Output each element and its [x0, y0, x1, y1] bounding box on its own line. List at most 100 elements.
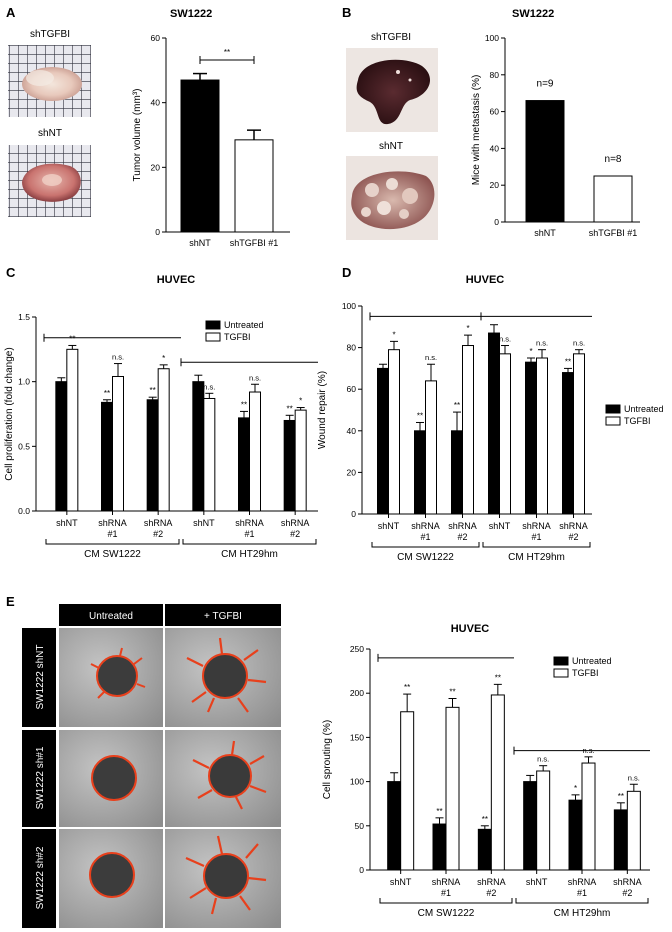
significance-label: **: [495, 673, 501, 682]
category-label-sub: #1: [531, 532, 541, 542]
category-label: shNT: [56, 518, 78, 528]
group-label: CM HT29hm: [221, 549, 278, 560]
significance-label: **: [454, 401, 460, 410]
significance-label: **: [436, 807, 442, 816]
category-label: shNT: [526, 877, 548, 887]
n-annotation: n=8: [605, 154, 622, 165]
category-label: shNT: [489, 521, 511, 531]
panel-d-title: HUVEC: [466, 274, 505, 286]
significance-label: **: [618, 792, 624, 801]
group-label: CM SW1222: [418, 908, 475, 919]
panel-c-title: HUVEC: [157, 274, 196, 286]
bar-tgfbi: [294, 409, 307, 512]
category-label: shNT: [390, 877, 412, 887]
significance-label: **: [150, 386, 156, 395]
legend-label: TGFBI: [224, 332, 251, 342]
category-label-sub: #2: [568, 532, 578, 542]
significance-label: *: [529, 347, 532, 356]
panel-a-image-label-2: shNT: [38, 128, 62, 139]
legend-swatch: [205, 332, 221, 342]
y-tick-label: 0: [351, 509, 356, 519]
y-axis-label: Wound repair (%): [317, 371, 328, 449]
col-header-tgfbi: + TGFBI: [204, 611, 242, 622]
chart-a: 0 20 40 60 Tumor volume (mm³) shNT shTGFBI #1 *…: [132, 33, 290, 248]
significance-label: n.s.: [573, 339, 585, 348]
col-header-untreated-bg: [59, 604, 163, 626]
bar-untreated: [525, 361, 537, 515]
bar-tgfbi: [462, 345, 474, 515]
panel-a-label: A: [6, 5, 16, 20]
y-tick-label: 60: [347, 384, 357, 394]
bar-untreated: [477, 828, 492, 871]
category-label-sub: #2: [622, 888, 632, 898]
category-label-sub: #2: [290, 529, 300, 539]
row-header-sh1-bg: [22, 730, 56, 827]
n-annotation: n=9: [537, 79, 554, 90]
panel-a-title: SW1222: [170, 8, 212, 20]
significance-label: **: [482, 815, 488, 824]
legend-swatch: [553, 656, 569, 666]
row-header-shnt-bg: [22, 628, 56, 727]
bar-tgfbi: [66, 348, 79, 512]
panel-d: D HUVEC 0 20 40 60 80 100 Wound repair (%) * shN…: [317, 265, 664, 563]
group-label: CM SW1222: [84, 549, 141, 560]
bar: [525, 100, 565, 223]
y-tick-label: 60: [151, 33, 161, 43]
category-label-sub: #2: [153, 529, 163, 539]
panel-b: B SW1222 shTGFBI shNT 0 20 40 60 80 100 Mice w…: [342, 5, 640, 240]
row-header-shnt: SW1222 shNT: [35, 644, 46, 709]
panel-b-label: B: [342, 5, 351, 20]
panel-a-image-label-1: shTGFBI: [30, 29, 70, 40]
bar-untreated: [523, 781, 538, 871]
legend-label: Untreated: [572, 656, 612, 666]
spheroid-tgfbi-sh1: [192, 740, 267, 810]
category-label: shRNA: [411, 521, 440, 531]
panel-c-label: C: [6, 265, 16, 280]
bar-untreated: [568, 799, 583, 871]
row-header-sh2-bg: [22, 829, 56, 928]
category-label-sub: #1: [244, 529, 254, 539]
panel-e: E Untreated + TGFBI SW1222 shNT SW1222 s…: [6, 594, 650, 928]
bar-untreated: [414, 430, 426, 515]
bar-untreated: [387, 781, 402, 871]
significance-label: *: [162, 354, 165, 363]
y-tick-label: 0.5: [18, 441, 30, 451]
bar-tgfbi: [112, 375, 124, 512]
category-label: shRNA: [98, 518, 127, 528]
significance-label: **: [417, 411, 423, 420]
y-tick-label: 80: [347, 343, 357, 353]
bar: [180, 79, 220, 233]
bar-untreated: [377, 367, 389, 515]
category-label: shRNA: [477, 877, 506, 887]
spheroid-untreated-shnt: [90, 647, 146, 699]
panel-a: A SW1222 shTGFBI shNT 0 20 40 60 Tumor volum…: [6, 5, 290, 248]
significance-label: n.s.: [112, 353, 124, 362]
y-tick-label: 20: [347, 467, 357, 477]
significance-label: **: [287, 404, 293, 413]
category-label: shNT: [189, 238, 211, 248]
category-label: shTGFBI #1: [230, 238, 279, 248]
y-tick-label: 1.0: [18, 377, 30, 387]
bar-untreated: [55, 381, 68, 512]
significance-label: *: [299, 397, 302, 406]
category-label: shNT: [378, 521, 400, 531]
category-label-sub: #1: [420, 532, 430, 542]
group-bracket: [182, 539, 317, 545]
category-label: shNT: [193, 518, 215, 528]
significance-label: n.s.: [203, 382, 215, 391]
panel-b-image-label-1: shTGFBI: [371, 32, 411, 43]
category-label-sub: #1: [441, 888, 451, 898]
bar-untreated: [283, 419, 296, 512]
category-label: shRNA: [144, 518, 173, 528]
tumor-photo-shnt: [8, 145, 91, 217]
bar-tgfbi: [249, 391, 261, 512]
y-tick-label: 40: [151, 98, 161, 108]
significance-label: **: [449, 688, 455, 697]
bar-tgfbi: [581, 762, 596, 871]
significance-label: **: [104, 389, 110, 398]
bar-tgfbi: [573, 353, 585, 515]
group-label: CM HT29hm: [554, 908, 611, 919]
significance-label: *: [574, 784, 577, 793]
